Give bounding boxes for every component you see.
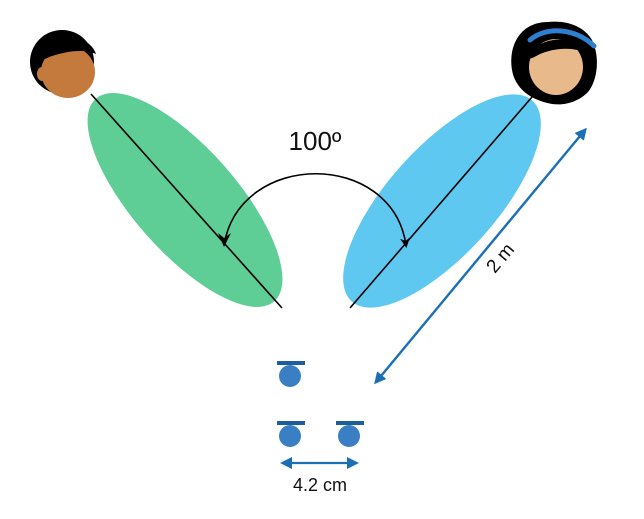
female-face — [529, 39, 583, 95]
microphone-icon — [336, 421, 364, 447]
mic-spacing-label: 4.2 cm — [293, 475, 347, 495]
male-face — [41, 46, 95, 98]
female-headband — [527, 28, 597, 49]
mic-top-bar — [277, 361, 305, 365]
female-face-icon — [511, 21, 597, 105]
angle-arc-left-head — [218, 233, 231, 247]
mic-bottom-left — [279, 425, 301, 447]
male-face-icon — [30, 30, 96, 98]
mic-bottom-right-bar — [336, 421, 364, 425]
mic-top — [279, 365, 301, 387]
right-beam — [343, 94, 541, 309]
mic-bottom-right — [338, 425, 360, 447]
distance-arrow — [374, 127, 587, 385]
microphone-icon — [277, 361, 305, 387]
left-beam — [87, 93, 283, 309]
male-fringe — [38, 37, 96, 60]
microphone-icon — [277, 421, 305, 447]
left-beam-axis — [90, 93, 283, 309]
male-ear — [37, 67, 47, 81]
angle-label: 100º — [289, 126, 342, 156]
mic-bottom-left-bar — [277, 421, 305, 425]
female-fringe — [528, 39, 588, 59]
